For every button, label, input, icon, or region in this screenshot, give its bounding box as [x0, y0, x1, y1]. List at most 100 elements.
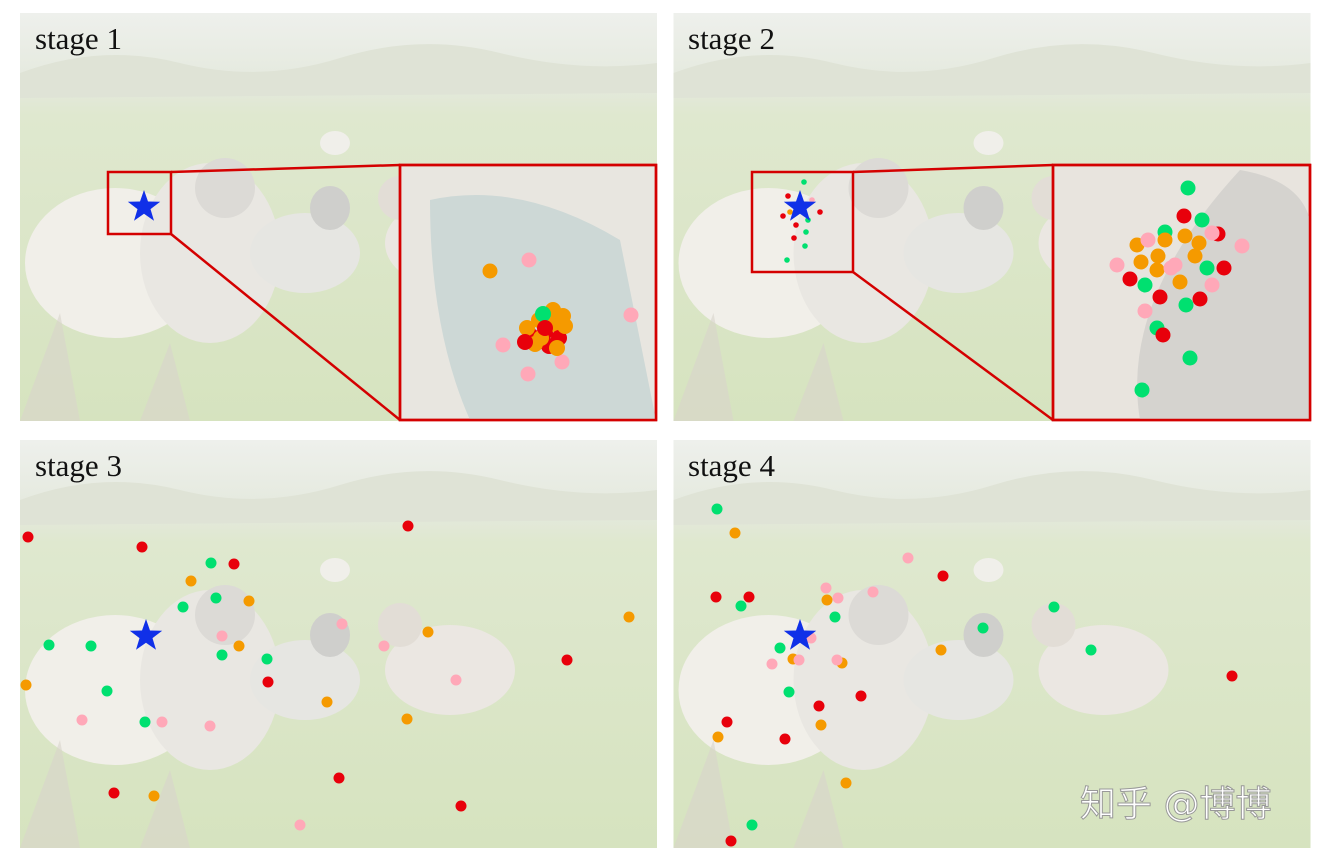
sample-point	[1122, 271, 1138, 287]
sample-point	[791, 235, 797, 241]
sample-point	[935, 644, 947, 656]
sample-point	[793, 654, 805, 666]
sample-point	[450, 674, 462, 686]
sample-point	[228, 558, 240, 570]
sample-point	[1176, 208, 1192, 224]
sample-point	[710, 591, 722, 603]
sample-point	[1134, 382, 1150, 398]
sample-point	[402, 520, 414, 532]
sample-point	[785, 193, 791, 199]
sample-point	[136, 541, 148, 553]
sample-point	[482, 263, 498, 279]
sample-point	[712, 731, 724, 743]
sample-point	[743, 591, 755, 603]
panel-label: stage 3	[35, 448, 122, 483]
sample-point	[555, 308, 571, 324]
sample-point	[802, 243, 808, 249]
sample-point	[774, 642, 786, 654]
sample-point	[1149, 262, 1165, 278]
sample-point	[902, 552, 914, 564]
sample-point	[216, 649, 228, 661]
sample-point	[1163, 260, 1179, 276]
sample-point	[1180, 180, 1196, 196]
sample-point	[829, 611, 841, 623]
sample-point	[554, 354, 570, 370]
sample-point	[831, 654, 843, 666]
sample-point	[520, 366, 536, 382]
sample-point	[1152, 289, 1168, 305]
sample-point	[867, 586, 879, 598]
sample-point	[1204, 277, 1220, 293]
sample-point	[1194, 212, 1210, 228]
sample-point	[1178, 297, 1194, 313]
sample-point	[711, 503, 723, 515]
sample-point	[766, 658, 778, 670]
sample-point	[1048, 601, 1060, 613]
sample-point	[378, 640, 390, 652]
sample-point	[549, 340, 565, 356]
sample-point	[793, 222, 799, 228]
sample-point	[1192, 291, 1208, 307]
sample-point	[779, 733, 791, 745]
sample-point	[205, 557, 217, 569]
sample-point	[139, 716, 151, 728]
sample-point	[185, 575, 197, 587]
watermark: 知乎 @博博	[1080, 784, 1271, 825]
sample-point	[22, 531, 34, 543]
sample-point	[1191, 235, 1207, 251]
sample-point	[1226, 670, 1238, 682]
sample-point	[832, 592, 844, 604]
sample-point	[855, 690, 867, 702]
sample-point	[336, 618, 348, 630]
sample-point	[805, 217, 811, 223]
sample-point	[177, 601, 189, 613]
sample-point	[809, 197, 815, 203]
sample-point	[801, 179, 807, 185]
panel-label: stage 4	[688, 448, 775, 483]
sample-point	[803, 229, 809, 235]
sample-point	[561, 654, 573, 666]
query-star	[783, 619, 817, 650]
sample-point	[1150, 248, 1166, 264]
sample-point	[101, 685, 113, 697]
sample-point	[76, 714, 88, 726]
sample-point	[519, 320, 535, 336]
sample-point	[294, 819, 306, 831]
sample-point	[521, 252, 537, 268]
sample-point	[937, 570, 949, 582]
sample-point	[815, 719, 827, 731]
sample-point	[1187, 248, 1203, 264]
sample-point	[156, 716, 168, 728]
sample-point	[817, 209, 823, 215]
sample-point	[262, 676, 274, 688]
sample-point	[210, 592, 222, 604]
sample-point	[401, 713, 413, 725]
sample-point	[1157, 232, 1173, 248]
sample-point	[721, 716, 733, 728]
sample-point	[820, 582, 832, 594]
sample-point	[216, 630, 228, 642]
sample-point	[148, 790, 160, 802]
sample-point	[783, 686, 795, 698]
sample-point	[204, 720, 216, 732]
sample-point	[1140, 232, 1156, 248]
sample-point	[333, 772, 345, 784]
sample-point	[535, 306, 551, 322]
query-star	[129, 619, 163, 650]
sample-point	[821, 594, 833, 606]
sample-point	[20, 679, 32, 691]
sample-point	[108, 787, 120, 799]
sample-point	[1109, 257, 1125, 273]
sample-point	[1216, 260, 1232, 276]
panel-label: stage 2	[688, 21, 775, 56]
sample-point	[729, 527, 741, 539]
sample-point	[813, 700, 825, 712]
sample-point	[1177, 228, 1193, 244]
sample-point	[43, 639, 55, 651]
sample-point	[840, 777, 852, 789]
query-star	[127, 190, 161, 221]
sample-point	[1172, 274, 1188, 290]
sample-point	[1133, 254, 1149, 270]
sample-point	[1137, 303, 1153, 319]
